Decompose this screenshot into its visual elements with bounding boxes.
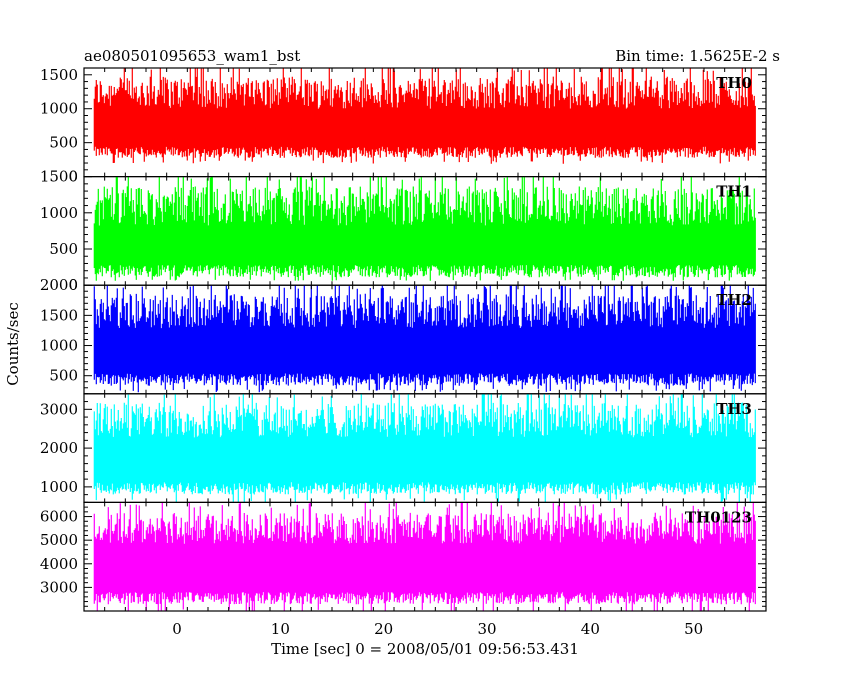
y-tick-label: 4000	[40, 555, 78, 573]
y-tick-label: 500	[49, 134, 78, 152]
x-tick-label: 30	[477, 620, 496, 638]
y-tick-label: 6000	[40, 508, 78, 526]
y-tick-label: 0	[68, 168, 78, 186]
y-axis-label: Counts/sec	[4, 302, 22, 386]
panel-th3: 1000 2000 3000 TH3	[40, 393, 767, 503]
x-tick-label: 0	[172, 620, 182, 638]
y-tick-label: 1000	[40, 204, 78, 222]
y-tick-label: 500	[49, 240, 78, 258]
panel-frame	[83, 501, 767, 612]
x-tick-labels: 0 10 20 30 40 50	[172, 620, 703, 638]
panel-th0: 0 500 1000 1500 TH0	[40, 66, 767, 186]
y-tick-label: 1500	[40, 66, 78, 84]
series-trace-th3	[93, 393, 756, 503]
series-trace-th0123	[93, 502, 756, 611]
y-tick-label: 3000	[40, 578, 78, 596]
y-tick-label: 1000	[40, 478, 78, 496]
series-label-th0: TH0	[716, 74, 752, 92]
y-tick-label: 1000	[40, 100, 78, 118]
x-tick-label: 10	[271, 620, 290, 638]
y-tick-label: 1500	[40, 306, 78, 324]
series-trace-th0	[93, 68, 756, 164]
y-tick-label: 2000	[40, 439, 78, 457]
y-tick-label: 1500	[40, 168, 78, 186]
series-label-th0123: TH0123	[685, 508, 752, 526]
series-trace-th2	[93, 285, 756, 393]
y-tick-label: 1000	[40, 337, 78, 355]
x-tick-label: 20	[374, 620, 393, 638]
y-tick-label: 5000	[40, 531, 78, 549]
x-tick-label: 50	[684, 620, 703, 638]
x-axis-label: Time [sec] 0 = 2008/05/01 09:56:53.431	[271, 640, 579, 658]
y-tick-label: 500	[49, 367, 78, 385]
y-tick-label: 3000	[40, 400, 78, 418]
chart-subtitle: Bin time: 1.5625E-2 s	[615, 47, 780, 65]
series-label-th2: TH2	[716, 291, 752, 309]
x-tick-label: 40	[581, 620, 600, 638]
panel-th1: 0 500 1000 1500 TH1	[40, 168, 767, 294]
y-tick-label: 2000	[40, 276, 78, 294]
series-label-th1: TH1	[716, 183, 752, 201]
chart-title: ae080501095653_wam1_bst	[84, 47, 300, 65]
series-trace-th1	[93, 176, 756, 281]
series-label-th3: TH3	[716, 400, 752, 418]
panel-th2: 500 1000 1500 2000 TH2	[40, 276, 767, 395]
y-tick-label: 0	[68, 276, 78, 294]
panel-th0123: 3000 4000 5000 6000 TH0123	[40, 501, 767, 612]
